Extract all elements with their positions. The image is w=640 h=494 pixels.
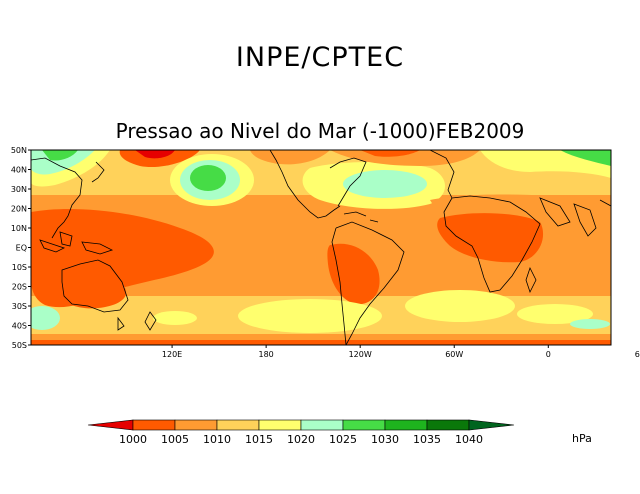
colorbar: 1000 1005 1010 1015 1020 1025 1030 1035 1040 [88,420,514,446]
lat-label: 50N [11,146,27,155]
colorbar-below-arrow [88,420,133,430]
lon-label: 120E [162,350,182,359]
lon-label: 180 [258,350,273,359]
pressure-map-figure: 50N 40N 30N 20N 10N EQ 10S 20S 30S 40S 50S 120E 180… [0,0,640,494]
latitude-axis: 50N 40N 30N 20N 10N EQ 10S 20S 30S 40S 50S [11,146,31,350]
lat-label: 20N [11,205,27,214]
lat-label: 30S [12,302,27,311]
colorbar-bin [385,420,427,430]
colorbar-bin [175,420,217,430]
lat-label: 10N [11,224,27,233]
lat-label: EQ [16,244,27,253]
pressure-field [24,145,611,345]
colorbar-label: 1040 [455,433,483,446]
lon-label: 60E [635,350,640,359]
lat-label: 40N [11,166,27,175]
colorbar-bin [427,420,469,430]
lon-label: 120W [349,350,372,359]
colorbar-label: 1030 [371,433,399,446]
lat-label: 20S [12,283,27,292]
lat-label: 50S [12,341,27,350]
colorbar-above-arrow [469,420,514,430]
lat-label: 10S [12,263,27,272]
colorbar-unit: hPa [572,432,592,445]
colorbar-label: 1015 [245,433,273,446]
colorbar-bin [133,420,175,430]
lon-label: 0 [546,350,551,359]
lon-label: 60W [445,350,463,359]
colorbar-bin [301,420,343,430]
colorbar-label: 1010 [203,433,231,446]
colorbar-label: 1020 [287,433,315,446]
longitude-axis: 120E 180 120W 60W 0 60E [162,345,640,359]
colorbar-label: 1025 [329,433,357,446]
lat-label: 30N [11,185,27,194]
colorbar-label: 1005 [161,433,189,446]
colorbar-bin [217,420,259,430]
colorbar-label: 1035 [413,433,441,446]
colorbar-bin [343,420,385,430]
colorbar-label: 1000 [119,433,147,446]
colorbar-bin [259,420,301,430]
lat-label: 40S [12,322,27,331]
